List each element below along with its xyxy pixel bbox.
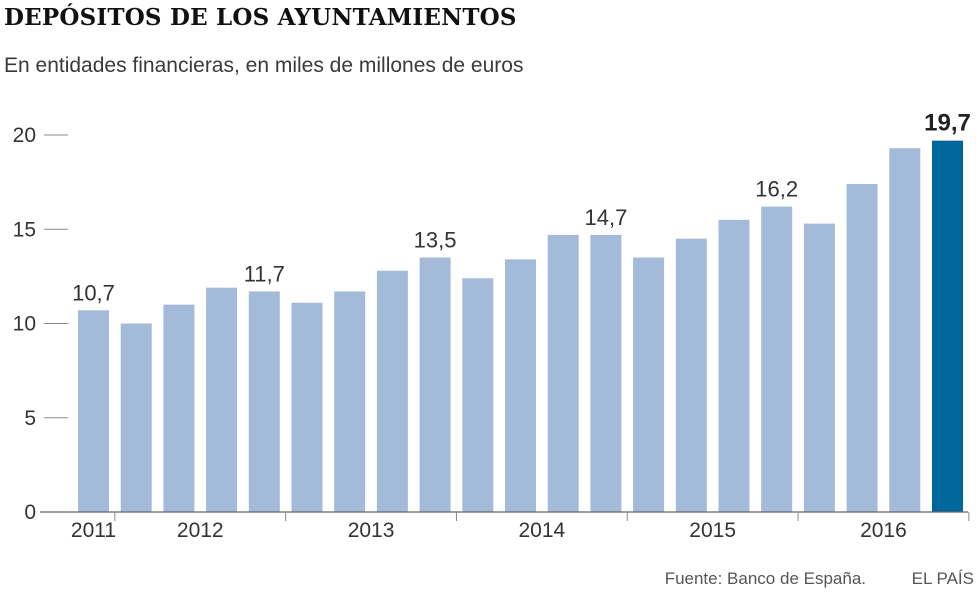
bar <box>718 219 750 512</box>
data-label: 14,7 <box>584 205 627 230</box>
chart-subtitle: En entidades financieras, en miles de mi… <box>4 54 524 77</box>
x-tick-label: 2012 <box>177 519 224 542</box>
data-label: 19,7 <box>924 110 971 137</box>
y-tick-label: 15 <box>13 218 36 241</box>
bar <box>334 291 366 512</box>
bar <box>889 148 921 512</box>
bar <box>419 257 451 512</box>
bar <box>376 270 408 512</box>
x-tick-label: 2014 <box>518 519 565 542</box>
chart-title: DEPÓSITOS DE LOS AYUNTAMIENTOS <box>4 4 517 31</box>
x-tick-label: 2013 <box>348 519 395 542</box>
bar <box>932 140 963 512</box>
bar <box>291 302 323 512</box>
bar <box>206 287 238 512</box>
bar <box>675 238 707 513</box>
bar <box>163 304 195 512</box>
data-label: 10,7 <box>72 280 115 305</box>
data-label: 13,5 <box>414 228 457 253</box>
data-label: 11,7 <box>244 261 285 286</box>
publisher-brand: EL PAÍS <box>911 569 974 588</box>
bar <box>547 234 579 512</box>
bar <box>761 206 793 512</box>
bar <box>846 184 878 512</box>
source-note: Fuente: Banco de España. <box>664 569 866 588</box>
bar <box>803 223 835 512</box>
y-tick-label: 10 <box>13 313 36 336</box>
bar <box>78 310 109 512</box>
x-tick-label: 2011 <box>71 519 116 542</box>
bar <box>505 259 536 512</box>
y-tick-label: 20 <box>13 124 36 147</box>
y-tick-label: 0 <box>24 501 36 524</box>
bar <box>590 234 622 512</box>
bar <box>462 278 494 512</box>
bar <box>633 257 665 512</box>
bar <box>120 323 152 512</box>
bar <box>248 291 280 512</box>
data-label: 16,2 <box>755 177 798 202</box>
x-tick-label: 2016 <box>860 519 907 542</box>
x-tick-label: 2015 <box>689 519 736 542</box>
y-tick-label: 5 <box>24 407 36 430</box>
